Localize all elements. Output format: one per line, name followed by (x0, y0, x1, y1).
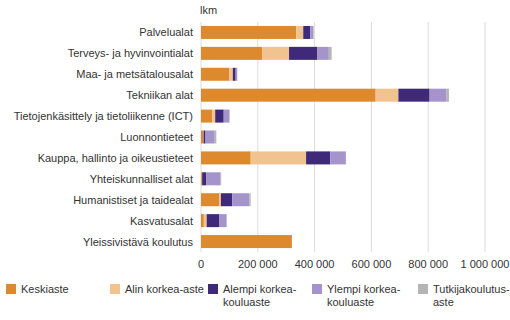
category-label: Terveys- ja hyvinvointialat (68, 47, 193, 59)
bar-segment (289, 47, 317, 60)
tick-label: 600 000 (352, 258, 392, 270)
bar-segment (303, 26, 310, 39)
tick-label: 1 000 000 (461, 258, 510, 270)
grid (201, 22, 485, 252)
category-label: Yhteiskunnalliset alat (90, 173, 193, 185)
legend: Keskiaste Alin korkea-aste Alempi korkea-k… (6, 283, 510, 308)
bar-segment (236, 68, 237, 81)
bar-segment (447, 89, 449, 102)
category-label: Kauppa, hallinto ja oikeustieteet (38, 152, 193, 164)
grid-line (428, 22, 429, 252)
bar-segment (226, 214, 227, 227)
bar-segment (306, 151, 330, 164)
tick-label: 400 000 (295, 258, 335, 270)
legend-label: Keskiaste (21, 283, 69, 295)
bar-segment (296, 26, 303, 39)
legend-label: Tutkijakoulutus-aste (433, 283, 510, 308)
bar-segment (291, 235, 292, 248)
grid-line (371, 22, 372, 252)
bar-segment (329, 47, 332, 60)
bar-segment (219, 214, 226, 227)
axis-label: lkm (200, 4, 217, 16)
legend-swatch (6, 284, 16, 294)
bar-segment (317, 47, 328, 60)
bar-segment (376, 89, 399, 102)
bar-segment (224, 110, 230, 123)
bar-segment (221, 193, 232, 206)
legend-swatch (110, 284, 120, 294)
bar-segment (201, 235, 292, 248)
bar-segment (398, 89, 429, 102)
bar-segment (291, 235, 292, 248)
bar-segment (202, 172, 206, 185)
bar-segment (204, 214, 207, 227)
bar-segment (201, 193, 219, 206)
bar-segment (229, 68, 232, 81)
legend-swatch (312, 284, 322, 294)
bar-segment (206, 131, 215, 144)
bar-segment (237, 68, 238, 81)
legend-label: Alin korkea-aste (125, 283, 204, 295)
bar-segment (220, 172, 222, 185)
bar-segment (313, 26, 315, 39)
tick-label: 800 000 (408, 258, 448, 270)
bar-segment (249, 193, 250, 206)
bar-segment (262, 47, 289, 60)
bar-segment (291, 235, 292, 248)
legend-label: Ylempi korkea-kouluaste (327, 283, 401, 308)
category-label: Humanistiset ja taidealat (73, 194, 193, 206)
bar-segment (201, 214, 204, 227)
bar-segment (201, 68, 229, 81)
bar-segment (251, 151, 306, 164)
bar-segment (233, 68, 236, 81)
bar-segment (201, 151, 251, 164)
bar-segment (207, 214, 220, 227)
bar-segment (345, 151, 346, 164)
bar-segment (291, 235, 292, 248)
bars (201, 26, 449, 248)
bar-segment (214, 131, 216, 144)
category-label: Kasvatusalat (130, 215, 193, 227)
bar-segment (201, 131, 203, 144)
legend-swatch (208, 284, 218, 294)
category-label: Tietojenkäsittely ja tietoliikenne (ICT) (14, 110, 193, 122)
category-label: Luonnontieteet (120, 131, 193, 143)
bar-segment (229, 110, 230, 123)
category-label: Palvelualat (139, 26, 193, 38)
tick-label: 200 000 (238, 258, 278, 270)
bar-segment (201, 110, 212, 123)
bar-segment (201, 26, 296, 39)
bar-segment (330, 151, 346, 164)
bar-segment (219, 193, 220, 206)
legend-label: Alempi korkea-kouluaste (223, 283, 297, 308)
grid-line (485, 22, 486, 252)
category-label: Yleissivistävä koulutus (83, 236, 194, 248)
bar-segment (204, 131, 206, 144)
category-label: Maa- ja metsätalousalat (76, 68, 193, 80)
bar-segment (212, 110, 215, 123)
bar-segment (201, 47, 262, 60)
tick-label: 0 (198, 258, 204, 270)
bar-segment (232, 193, 249, 206)
bar-segment (206, 172, 220, 185)
bar-segment (430, 89, 447, 102)
bar-segment (215, 110, 224, 123)
bar-segment (310, 26, 313, 39)
chart: 0 200 000 400 000 600 000 800 000 1 000 000 lk… (0, 0, 510, 320)
legend-swatch (418, 284, 428, 294)
category-label: Tekniikan alat (126, 89, 193, 101)
bar-segment (201, 89, 376, 102)
